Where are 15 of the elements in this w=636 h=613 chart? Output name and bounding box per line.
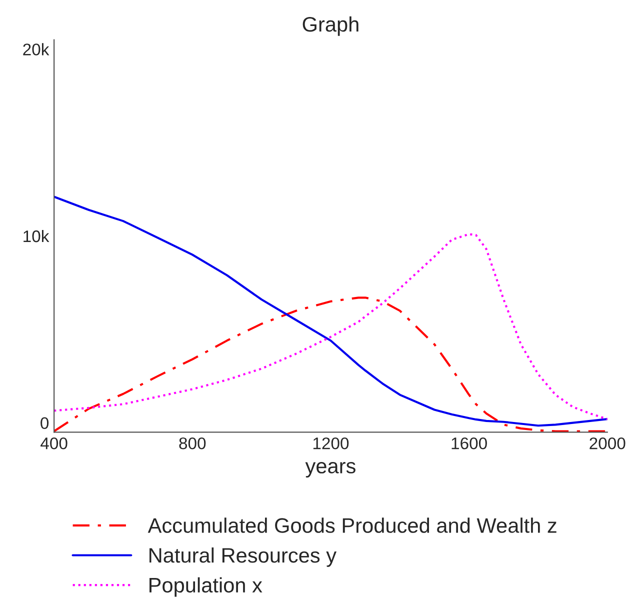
x-tick-label: 2000 (590, 437, 626, 450)
legend-label: Population x (150, 577, 262, 597)
x-tick-label: 800 (179, 437, 206, 450)
line-series (54, 196, 608, 427)
x-axis-title: years (305, 462, 356, 478)
y-tick-label: 20k (23, 43, 50, 56)
x-tick-label: 1600 (452, 437, 487, 450)
y-tick-label: 0 (40, 417, 49, 430)
y-tick-label: 10k (24, 230, 50, 242)
chart-title: Graph (302, 16, 358, 36)
legend-label: Accumulated Goods Produced and Wealth z (148, 518, 556, 533)
legend-label: Natural Resources y (150, 547, 336, 567)
x-tick-label: 400 (40, 437, 68, 450)
line-series (54, 233, 608, 420)
x-tick-label: 1200 (313, 437, 349, 450)
